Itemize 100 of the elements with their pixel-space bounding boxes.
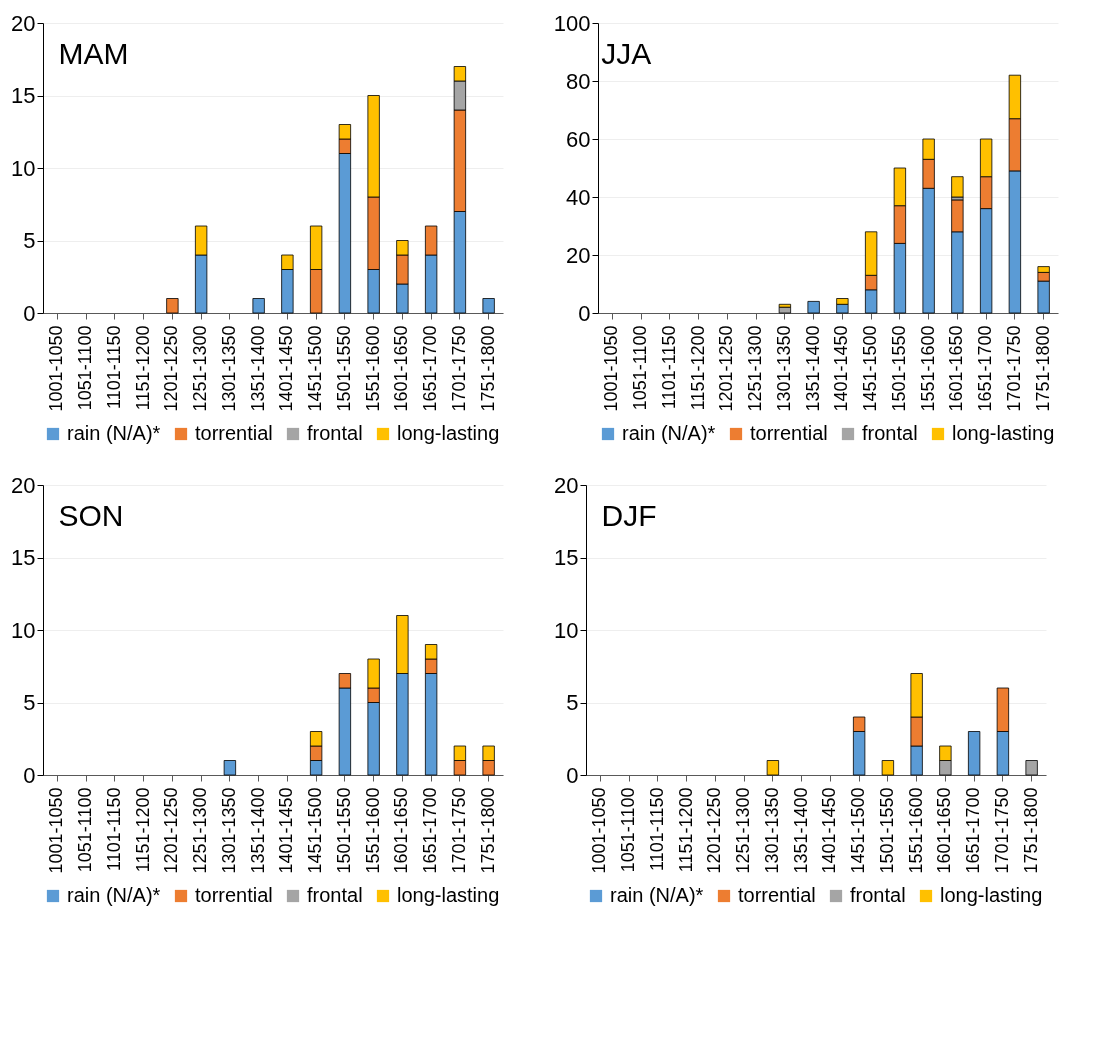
x-tick-label: 1001-1050 xyxy=(46,325,67,412)
x-tick-label: 1551-1600 xyxy=(905,787,926,874)
legend-label: frontal xyxy=(307,884,363,906)
x-tick-label: 1251-1300 xyxy=(745,325,766,412)
bar xyxy=(166,298,179,314)
x-tick-label: 1001-1050 xyxy=(601,325,622,412)
legend-label: torrential xyxy=(195,422,273,444)
y-tick-label: 15 xyxy=(11,83,36,108)
legend-label: rain (N/A)* xyxy=(67,884,161,906)
x-tick-label: 1301-1350 xyxy=(218,325,239,412)
x-tick-label: 1751-1800 xyxy=(477,325,498,412)
chart-title: MAM xyxy=(58,37,129,70)
legend-label: rain (N/A)* xyxy=(610,884,704,906)
x-tick-label: 1651-1700 xyxy=(420,325,441,412)
x-tick-label: 1151-1200 xyxy=(675,787,696,873)
x-tick-label: 1001-1050 xyxy=(589,787,610,874)
y-tick-label: 15 xyxy=(11,545,36,570)
legend-label: frontal xyxy=(307,422,363,444)
y-tick-label: 0 xyxy=(23,762,36,788)
y-tick-label: 20 xyxy=(11,472,36,498)
legend-label: frontal xyxy=(850,884,906,906)
x-tick-label: 1551-1600 xyxy=(362,787,383,874)
x-tick-label: 1751-1800 xyxy=(1020,787,1041,874)
x-tick-label: 1651-1700 xyxy=(420,787,441,874)
x-tick-label: 1051-1100 xyxy=(630,325,651,411)
bar xyxy=(881,760,895,776)
x-tick-label: 1551-1600 xyxy=(917,325,938,412)
y-tick-label: 0 xyxy=(23,300,36,326)
y-tick-label: 10 xyxy=(11,155,36,181)
x-tick-label: 1051-1100 xyxy=(618,787,639,873)
y-tick-label: 10 xyxy=(11,617,36,643)
x-tick-label: 1301-1350 xyxy=(773,325,794,412)
x-tick-label: 1251-1300 xyxy=(190,787,211,874)
y-tick-label: 100 xyxy=(553,10,591,36)
x-tick-label: 1401-1450 xyxy=(276,325,297,412)
x-tick-label: 1651-1700 xyxy=(975,325,996,412)
x-tick-label: 1501-1550 xyxy=(876,787,897,874)
x-tick-label: 1351-1400 xyxy=(247,787,268,874)
legend-label: long-lasting xyxy=(397,884,500,906)
x-tick-label: 1451-1500 xyxy=(848,787,869,874)
x-tick-label: 1401-1450 xyxy=(819,787,840,874)
legend-label: torrential xyxy=(195,884,273,906)
y-tick-label: 5 xyxy=(566,690,579,715)
x-tick-label: 1451-1500 xyxy=(305,325,326,412)
x-tick-label: 1051-1100 xyxy=(75,325,96,411)
x-tick-label: 1351-1400 xyxy=(790,787,811,874)
y-tick-label: 40 xyxy=(566,184,591,210)
bar xyxy=(951,176,964,198)
legend-label: torrential xyxy=(738,884,816,906)
y-tick-label: 0 xyxy=(578,300,591,326)
bar xyxy=(778,306,792,314)
chart-title: DJF xyxy=(601,499,657,532)
y-tick-label: 20 xyxy=(554,472,579,498)
x-tick-label: 1601-1650 xyxy=(934,787,955,874)
y-tick-label: 60 xyxy=(566,126,591,152)
x-tick-label: 1501-1550 xyxy=(888,325,909,412)
x-tick-label: 1101-1150 xyxy=(103,787,124,871)
chart-title: SON xyxy=(58,499,124,532)
bar xyxy=(807,301,820,314)
legend-label: rain (N/A)* xyxy=(622,422,716,444)
x-tick-label: 1201-1250 xyxy=(161,787,182,874)
x-tick-label: 1701-1750 xyxy=(991,787,1012,874)
x-tick-label: 1251-1300 xyxy=(190,325,211,412)
y-tick-label: 0 xyxy=(566,762,579,788)
x-tick-label: 1101-1150 xyxy=(646,787,667,871)
chart-title: JJA xyxy=(601,37,652,70)
x-tick-label: 1301-1350 xyxy=(218,787,239,874)
x-tick-label: 1201-1250 xyxy=(161,325,182,412)
x-tick-label: 1401-1450 xyxy=(276,787,297,874)
legend-label: rain (N/A)* xyxy=(67,422,161,444)
x-tick-label: 1351-1400 xyxy=(802,325,823,412)
x-tick-label: 1151-1200 xyxy=(687,325,708,411)
x-tick-label: 1201-1250 xyxy=(716,325,737,412)
x-tick-label: 1351-1400 xyxy=(247,325,268,412)
bar xyxy=(967,731,981,776)
y-tick-label: 15 xyxy=(554,545,579,570)
x-tick-label: 1601-1650 xyxy=(391,325,412,412)
x-tick-label: 1501-1550 xyxy=(333,325,354,412)
bar xyxy=(1025,760,1038,776)
y-tick-label: 80 xyxy=(566,68,591,94)
legend-label: long-lasting xyxy=(940,884,1043,906)
x-tick-label: 1301-1350 xyxy=(761,787,782,874)
x-tick-label: 1551-1600 xyxy=(362,325,383,412)
x-tick-label: 1751-1800 xyxy=(477,787,498,874)
x-tick-label: 1651-1700 xyxy=(963,787,984,874)
bar xyxy=(482,298,495,314)
legend-label: long-lasting xyxy=(952,422,1055,444)
x-tick-label: 1451-1500 xyxy=(305,787,326,874)
x-tick-label: 1001-1050 xyxy=(46,787,67,874)
x-tick-label: 1451-1500 xyxy=(860,325,881,412)
x-tick-label: 1501-1550 xyxy=(333,787,354,874)
y-tick-label: 5 xyxy=(23,228,36,253)
x-tick-label: 1101-1150 xyxy=(103,325,124,409)
bar xyxy=(252,298,265,314)
y-tick-label: 20 xyxy=(11,10,36,36)
x-tick-label: 1151-1200 xyxy=(132,787,153,873)
bar xyxy=(223,760,237,776)
x-tick-label: 1751-1800 xyxy=(1032,325,1053,412)
x-tick-label: 1251-1300 xyxy=(733,787,754,874)
bar xyxy=(766,760,780,776)
